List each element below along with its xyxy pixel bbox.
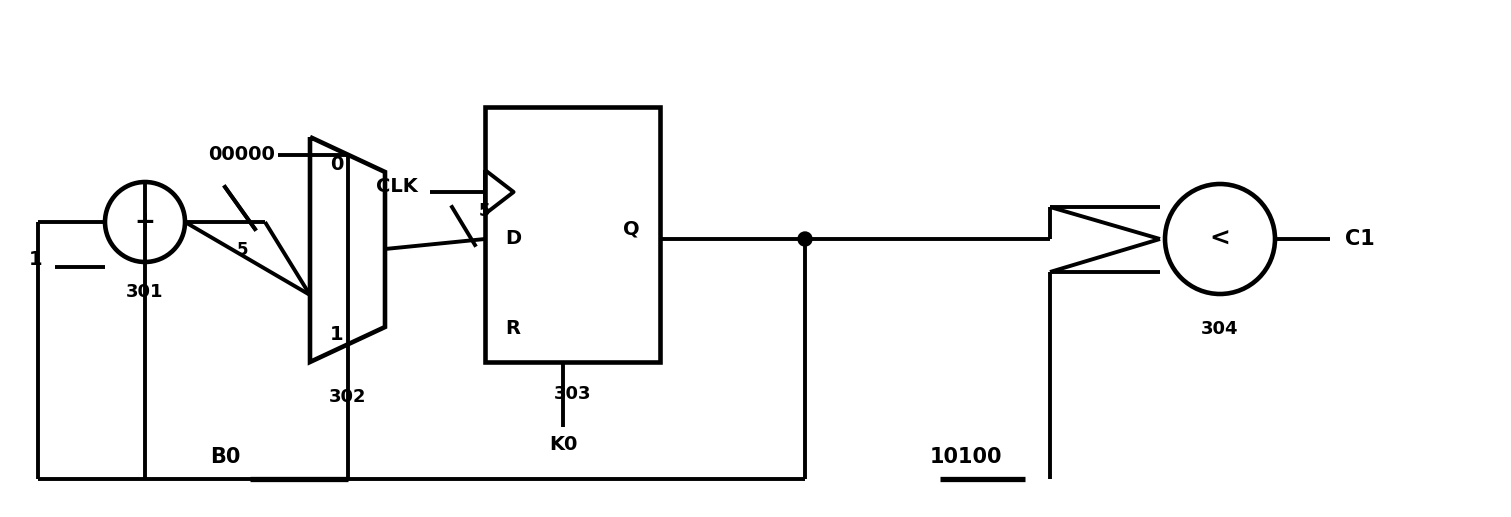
Text: 304: 304 (1201, 320, 1239, 338)
Text: R: R (505, 320, 520, 339)
Text: 301: 301 (127, 283, 163, 301)
Text: 5: 5 (236, 241, 248, 259)
Bar (485, 107, 660, 362)
Text: 10100: 10100 (929, 447, 1002, 467)
Text: 00000: 00000 (209, 145, 275, 164)
Text: C1: C1 (1345, 229, 1375, 249)
Text: CLK: CLK (376, 177, 419, 196)
Text: B0: B0 (210, 447, 240, 467)
Circle shape (798, 232, 811, 246)
Text: <: < (1210, 227, 1230, 251)
Text: 302: 302 (329, 388, 366, 406)
Text: 303: 303 (553, 385, 591, 403)
Text: Q: Q (624, 220, 641, 238)
Text: 0: 0 (329, 155, 343, 174)
Text: 1: 1 (29, 251, 42, 269)
Text: 1: 1 (329, 325, 343, 344)
Text: +: + (134, 210, 156, 234)
Text: D: D (505, 230, 521, 249)
Text: 5: 5 (479, 202, 491, 220)
Text: K0: K0 (548, 434, 577, 453)
